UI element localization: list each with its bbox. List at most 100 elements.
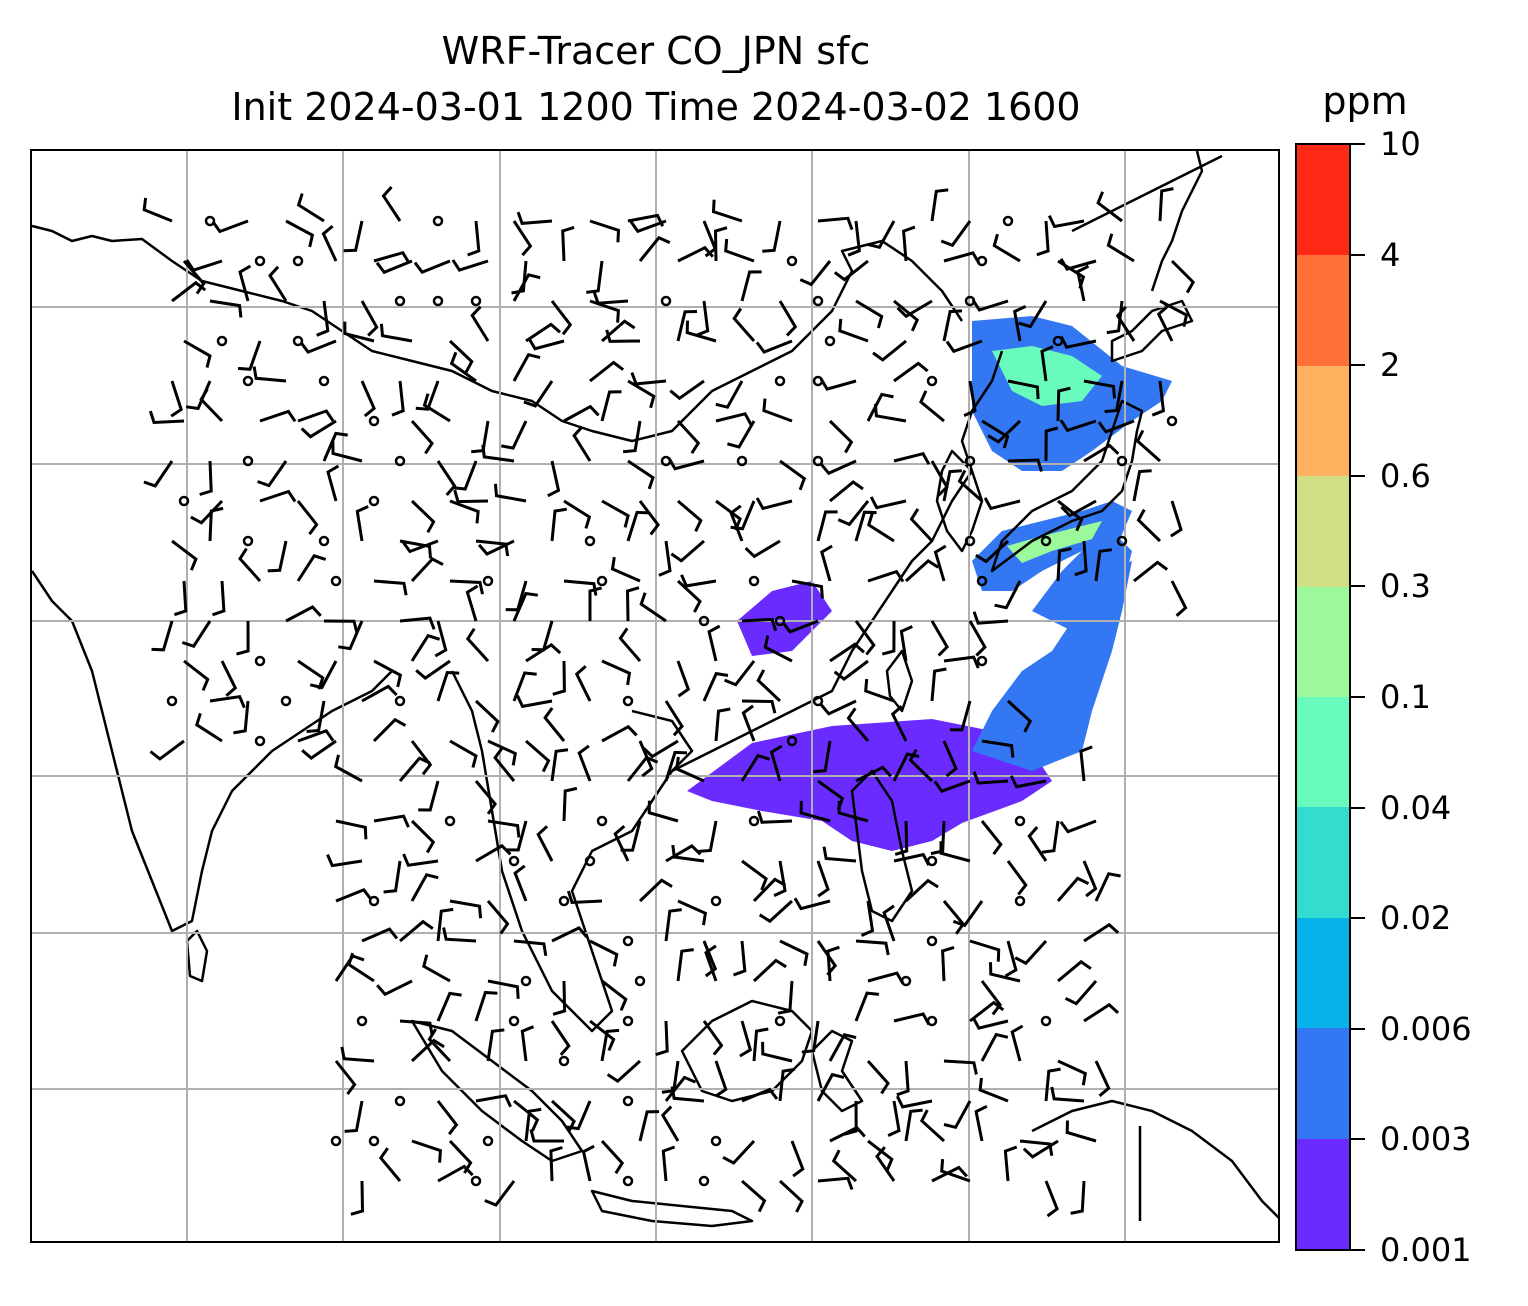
wind-barb (1156, 305, 1174, 342)
wind-barb (777, 980, 794, 1015)
wind-barb (987, 419, 1022, 444)
wind-barb (625, 586, 640, 622)
colorbar-tick (1351, 696, 1365, 698)
wind-barb (410, 740, 433, 776)
coastline-java (590, 1189, 754, 1228)
wind-barb (242, 455, 254, 467)
wind-barb (486, 1028, 505, 1062)
wind-barb (963, 380, 977, 417)
wind-barb (268, 265, 288, 302)
wind-barb (978, 1077, 1009, 1103)
wind-barb (550, 1020, 571, 1056)
wind-barb (220, 660, 238, 697)
wind-barb (1094, 872, 1121, 902)
wind-barb (698, 615, 710, 627)
wind-barb (581, 1144, 595, 1182)
wind-barb (171, 280, 207, 303)
colorbar-tick (1351, 1138, 1365, 1141)
wind-barb (373, 250, 411, 264)
wind-barb (930, 188, 949, 222)
wind-barb (185, 259, 223, 272)
wind-barb (664, 750, 688, 782)
wind-barb (589, 1019, 616, 1052)
wind-barb (698, 820, 718, 853)
wind-barb (931, 1165, 968, 1183)
wind-barb (762, 398, 793, 423)
wind-barb (547, 460, 561, 498)
wind-barb (475, 843, 512, 863)
wind-barb (969, 1000, 1005, 1023)
wind-barb (563, 579, 598, 596)
wind-barb (904, 878, 939, 903)
wind-barb (436, 460, 457, 496)
wind-barb (676, 948, 694, 982)
wind-barb (741, 617, 778, 632)
colorbar-tick-label: 2 (1380, 346, 1401, 385)
wind-barb (316, 300, 330, 337)
colorbar-segment (1297, 144, 1349, 256)
wind-barb (714, 707, 731, 742)
wind-barb (855, 765, 892, 783)
wind-barb (1013, 305, 1027, 342)
wind-barb (989, 962, 1021, 983)
plume-pacific-south-japan (1032, 531, 1132, 631)
wind-barb (1116, 535, 1128, 547)
wind-barb (685, 320, 717, 343)
wind-barb (347, 952, 375, 983)
wind-barb (1056, 547, 1072, 582)
wind-barb (774, 1015, 786, 1027)
wind-barb (323, 619, 359, 634)
wind-barb (586, 260, 604, 294)
wind-barb (237, 340, 262, 371)
wind-barb (343, 220, 364, 253)
wind-barb (748, 575, 760, 587)
wind-barb (930, 820, 946, 856)
map-subtitle: Init 2024-03-01 1200 Time 2024-03-02 160… (231, 85, 1081, 129)
wind-barb (394, 455, 406, 467)
wind-barb (399, 919, 434, 943)
wind-barb (355, 505, 369, 542)
wind-barb (622, 1175, 634, 1187)
wind-barb (449, 899, 483, 919)
wind-barb (829, 642, 865, 663)
wind-barb (399, 1019, 434, 1036)
wind-barb (238, 547, 262, 583)
wind-barb (926, 1015, 938, 1027)
wind-barb (212, 580, 226, 617)
wind-barb (752, 1027, 769, 1062)
wind-barb (661, 1145, 676, 1182)
wind-barb (1057, 1059, 1087, 1086)
wind-barb (660, 295, 672, 307)
wind-barb (779, 459, 807, 491)
wind-barb (376, 979, 413, 997)
wind-barb (626, 755, 659, 782)
wind-barb (647, 800, 679, 823)
wind-barb (508, 855, 520, 867)
wind-barb (398, 756, 431, 782)
wind-barb (710, 895, 722, 907)
wind-barb (394, 695, 406, 707)
wind-barb (1044, 426, 1059, 462)
wind-barb (208, 506, 224, 542)
wind-barb (171, 539, 198, 571)
wind-barb (732, 940, 747, 977)
wind-barb (330, 1135, 342, 1147)
wind-barb (453, 489, 489, 504)
wind-barb (949, 700, 972, 732)
wind-barb (943, 655, 980, 669)
wind-barb (833, 659, 869, 681)
wind-barb (465, 584, 479, 622)
wind-barb (318, 375, 330, 387)
wind-barb (1076, 264, 1090, 302)
coastline-taiwan (885, 649, 914, 713)
wind-barb (605, 329, 641, 343)
wind-barb (642, 739, 679, 759)
wind-barb (422, 393, 451, 423)
wind-barb (551, 926, 588, 943)
coastline-india (32, 570, 393, 933)
wind-barb (601, 979, 628, 1011)
wind-barb (1116, 455, 1128, 467)
wind-barb (356, 1015, 368, 1027)
wind-barb (752, 958, 787, 983)
wind-barb (866, 392, 894, 422)
